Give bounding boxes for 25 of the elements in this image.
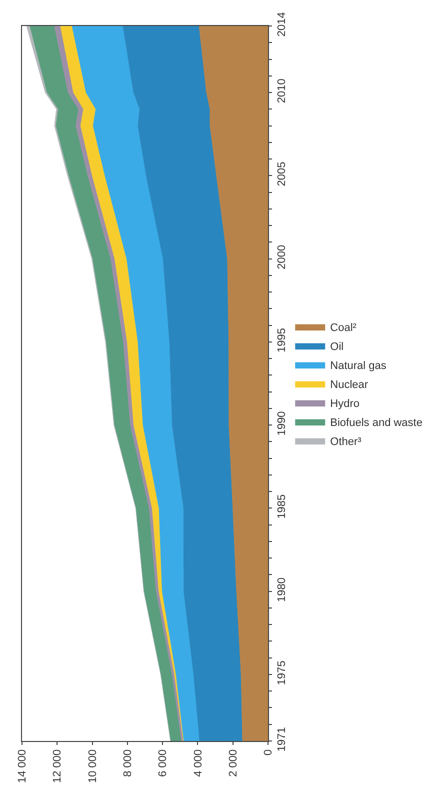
x-tick-label: 2 000 xyxy=(227,749,240,777)
y-tick-label: 2010 xyxy=(276,78,288,104)
legend-label: Coal² xyxy=(330,322,357,334)
legend-label: Oil xyxy=(330,340,344,353)
y-tick-label: 1980 xyxy=(276,577,288,602)
legend-label: Natural gas xyxy=(330,360,387,372)
y-tick-label: 1975 xyxy=(276,660,288,686)
y-tick-label: 2005 xyxy=(276,162,288,186)
y-tick-label: 1995 xyxy=(276,328,288,353)
y-tick-label: 1990 xyxy=(276,411,288,436)
x-tick-label: 10 000 xyxy=(86,749,99,784)
x-tick-label: 6 000 xyxy=(157,749,170,777)
y-tick-label: 1985 xyxy=(276,494,288,519)
legend-label: Hydro xyxy=(330,398,360,410)
x-tick-label: 8 000 xyxy=(122,749,134,777)
x-tick-label: 0 xyxy=(262,749,275,756)
x-tick-label: 14 000 xyxy=(16,749,29,784)
x-tick-label: 12 000 xyxy=(52,749,64,784)
legend-label: Nuclear xyxy=(330,378,368,391)
x-tick-label: 4 000 xyxy=(192,749,204,777)
y-tick-label: 1971 xyxy=(276,727,288,752)
y-tick-label: 2000 xyxy=(276,244,288,270)
legend-label: Biofuels and waste xyxy=(330,416,422,429)
y-tick-label: 2014 xyxy=(276,12,288,37)
legend-label: Other³ xyxy=(330,436,362,448)
